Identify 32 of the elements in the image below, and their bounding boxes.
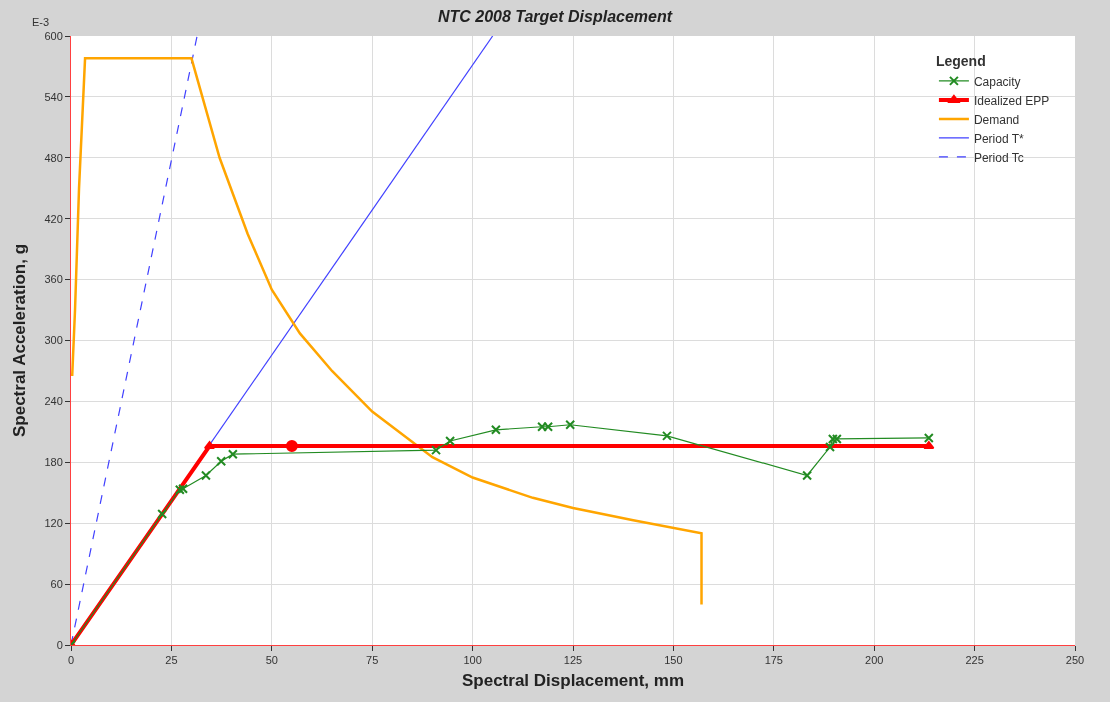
legend-label: Demand	[973, 112, 1020, 127]
x-tick-label: 200	[865, 654, 884, 667]
x-tick-label: 225	[965, 654, 984, 667]
y-axis-title: Spectral Acceleration, g	[9, 243, 29, 438]
chart-title: NTC 2008 Target Displacement	[437, 7, 673, 25]
text: E-3	[32, 16, 50, 28]
y-tick-label: 600	[44, 29, 63, 42]
x-tick-label: 250	[1065, 654, 1085, 667]
legend-label: Idealized EPP	[973, 93, 1050, 108]
x-tick-label: 0	[67, 654, 75, 667]
y-tick-label: 180	[44, 456, 63, 469]
legend-label: Period T*	[973, 131, 1025, 146]
x-axis-title: Spectral Displacement, mm	[461, 670, 685, 690]
x-tick-label: 25	[165, 654, 178, 667]
y-tick-label: 240	[44, 395, 63, 408]
x-tick-label: 150	[664, 654, 683, 667]
x-tick-label: 100	[463, 654, 482, 667]
y-tick-label: 0	[56, 638, 63, 651]
legend-label: Capacity	[973, 74, 1021, 89]
legend-label: Period Tc	[973, 150, 1024, 165]
y-tick-label: 540	[44, 90, 63, 103]
x-tick-label: 50	[265, 654, 278, 667]
legend-title: Legend	[935, 53, 986, 70]
y-tick-label: 360	[44, 273, 63, 286]
y-tick-label: 60	[50, 577, 63, 590]
y-tick-label: 420	[44, 212, 63, 225]
x-tick-label: 175	[764, 654, 783, 667]
y-tick-label: 300	[44, 334, 63, 347]
y-tick-label: 120	[44, 517, 63, 530]
x-tick-label: 125	[563, 654, 583, 667]
y-tick-label: 480	[44, 151, 63, 164]
x-tick-label: 75	[366, 654, 379, 667]
